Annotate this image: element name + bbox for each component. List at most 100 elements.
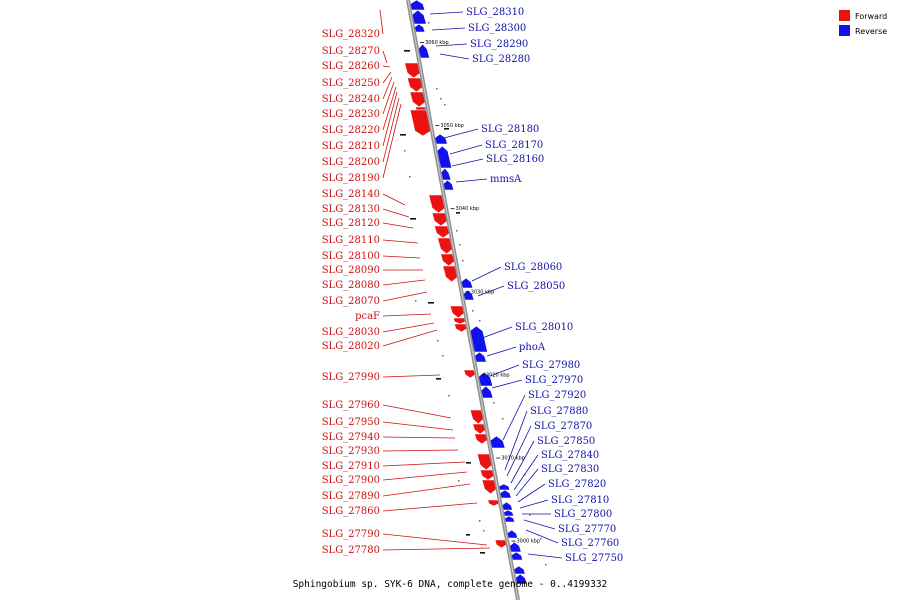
gene-label-slg-27850[interactable]: SLG_27850 <box>537 436 595 447</box>
reverse-gene-shape[interactable] <box>510 551 524 561</box>
gene-label-slg-28020[interactable]: SLG_28020 <box>322 341 380 352</box>
gene-label-slg-27810[interactable]: SLG_27810 <box>551 495 609 506</box>
forward-gene-shape[interactable] <box>431 212 448 227</box>
forward-gene-shape[interactable] <box>472 423 486 435</box>
gene-label-slg-28180[interactable]: SLG_28180 <box>481 124 539 135</box>
gene-label-slg-28010[interactable]: SLG_28010 <box>515 322 573 333</box>
gene-label-slg-27890[interactable]: SLG_27890 <box>322 491 380 502</box>
reverse-gene-shape[interactable] <box>501 501 513 511</box>
reverse-gene-shape[interactable] <box>474 351 487 363</box>
gene-label-slg-28260[interactable]: SLG_28260 <box>322 61 380 72</box>
reverse-gene-shape[interactable] <box>442 179 455 191</box>
reverse-gene-shape[interactable] <box>460 277 474 289</box>
leader-line-slg-28260 <box>382 65 391 68</box>
gene-label-slg-27830[interactable]: SLG_27830 <box>541 464 599 475</box>
gene-label-slg-27840[interactable]: SLG_27840 <box>541 450 599 461</box>
reverse-gene-shape[interactable] <box>503 509 515 517</box>
gene-label-slg-27980[interactable]: SLG_27980 <box>522 360 580 371</box>
kbp-label-3000: 3000 kbp <box>516 539 540 545</box>
gene-label-slg-27750[interactable]: SLG_27750 <box>565 553 623 564</box>
gene-label-slg-27880[interactable]: SLG_27880 <box>530 406 588 417</box>
gene-label-slg-28060[interactable]: SLG_28060 <box>504 262 562 273</box>
gene-label-slg-28080[interactable]: SLG_28080 <box>322 280 380 291</box>
reverse-gene-shape[interactable] <box>414 23 426 33</box>
forward-gene-shape[interactable] <box>479 469 495 481</box>
reverse-gene-shape[interactable] <box>504 515 516 523</box>
forward-gene-shape[interactable] <box>474 433 488 445</box>
forward-gene-shape[interactable] <box>494 539 507 549</box>
tick-dot <box>436 88 438 90</box>
gene-label-slg-28130[interactable]: SLG_28130 <box>322 204 380 215</box>
reverse-gene-shape[interactable] <box>409 0 426 11</box>
gene-label-slg-28050[interactable]: SLG_28050 <box>507 281 565 292</box>
forward-gene-shape[interactable] <box>449 305 465 319</box>
gene-label-slg-28160[interactable]: SLG_28160 <box>486 154 544 165</box>
forward-gene-shape[interactable] <box>409 91 426 108</box>
gene-label-slg-28280[interactable]: SLG_28280 <box>472 54 530 65</box>
leader-line-slg-27810 <box>519 499 549 509</box>
gene-label-slg-27950[interactable]: SLG_27950 <box>322 417 380 428</box>
gene-label-slg-28220[interactable]: SLG_28220 <box>322 125 380 136</box>
reverse-gene-shape[interactable] <box>498 483 511 491</box>
gene-label-slg-28230[interactable]: SLG_28230 <box>322 109 380 120</box>
gene-label-slg-27780[interactable]: SLG_27780 <box>322 545 380 556</box>
gene-label-slg-28300[interactable]: SLG_28300 <box>468 23 526 34</box>
gene-label-slg-28190[interactable]: SLG_28190 <box>322 173 380 184</box>
gene-label-pcaf[interactable]: pcaF <box>355 311 380 322</box>
gene-label-mmsa[interactable]: mmsA <box>490 174 522 185</box>
gene-label-slg-28320[interactable]: SLG_28320 <box>322 29 380 40</box>
gene-label-slg-27860[interactable]: SLG_27860 <box>322 506 380 517</box>
gene-label-slg-27900[interactable]: SLG_27900 <box>322 475 380 486</box>
forward-gene-shape[interactable] <box>463 369 476 379</box>
tick-dot <box>502 418 504 420</box>
forward-gene-shape[interactable] <box>406 77 424 93</box>
gene-label-slg-28090[interactable]: SLG_28090 <box>322 265 380 276</box>
gene-label-slg-28240[interactable]: SLG_28240 <box>322 94 380 105</box>
gene-label-slg-28070[interactable]: SLG_28070 <box>322 296 380 307</box>
gene-label-slg-27960[interactable]: SLG_27960 <box>322 400 380 411</box>
gene-label-slg-27800[interactable]: SLG_27800 <box>554 509 612 520</box>
tick-dot <box>437 340 439 342</box>
gene-label-slg-27870[interactable]: SLG_27870 <box>534 421 592 432</box>
gene-label-slg-28270[interactable]: SLG_28270 <box>322 46 380 57</box>
forward-gene-shape[interactable] <box>452 317 466 325</box>
reverse-gene-shape[interactable] <box>506 529 518 539</box>
gene-label-slg-28250[interactable]: SLG_28250 <box>322 78 380 89</box>
reverse-gene-shape[interactable] <box>513 565 526 575</box>
feature-mark <box>466 534 470 536</box>
gene-label-slg-28290[interactable]: SLG_28290 <box>470 39 528 50</box>
gene-label-slg-27790[interactable]: SLG_27790 <box>322 529 380 540</box>
gene-label-slg-28170[interactable]: SLG_28170 <box>485 140 543 151</box>
gene-label-slg-28200[interactable]: SLG_28200 <box>322 157 380 168</box>
gene-label-slg-28310[interactable]: SLG_28310 <box>466 7 524 18</box>
gene-label-slg-27770[interactable]: SLG_27770 <box>558 524 616 535</box>
gene-label-slg-27940[interactable]: SLG_27940 <box>322 432 380 443</box>
kbp-label-3020: 3020 kbp <box>486 372 510 378</box>
gene-label-slg-27910[interactable]: SLG_27910 <box>322 461 380 472</box>
gene-label-slg-27990[interactable]: SLG_27990 <box>322 372 380 383</box>
reverse-gene-shape[interactable] <box>434 133 448 145</box>
forward-gene-shape[interactable] <box>453 323 468 333</box>
gene-label-phoa[interactable]: phoA <box>519 342 546 353</box>
gene-label-slg-27820[interactable]: SLG_27820 <box>548 479 606 490</box>
reverse-gene-shape[interactable] <box>489 435 506 449</box>
gene-label-slg-28120[interactable]: SLG_28120 <box>322 218 380 229</box>
gene-label-slg-28110[interactable]: SLG_28110 <box>322 235 380 246</box>
gene-label-slg-27920[interactable]: SLG_27920 <box>528 390 586 401</box>
leader-line-slg-27770 <box>523 519 556 530</box>
gene-label-slg-27930[interactable]: SLG_27930 <box>322 446 380 457</box>
gene-label-slg-28030[interactable]: SLG_28030 <box>322 327 380 338</box>
forward-gene-shape[interactable] <box>415 106 427 111</box>
forward-gene-shape[interactable] <box>487 499 500 507</box>
gene-label-slg-28100[interactable]: SLG_28100 <box>322 251 380 262</box>
gene-label-slg-27970[interactable]: SLG_27970 <box>525 375 583 386</box>
tick-dot <box>462 260 464 262</box>
gene-label-slg-28210[interactable]: SLG_28210 <box>322 141 380 152</box>
gene-label-slg-28140[interactable]: SLG_28140 <box>322 189 380 200</box>
leader-line-mmsa <box>455 178 488 183</box>
leader-line-slg-27750 <box>527 553 563 559</box>
forward-gene-shape[interactable] <box>440 253 456 267</box>
reverse-gene-shape[interactable] <box>499 489 512 499</box>
gene-label-slg-27760[interactable]: SLG_27760 <box>561 538 619 549</box>
forward-gene-shape[interactable] <box>433 225 450 239</box>
